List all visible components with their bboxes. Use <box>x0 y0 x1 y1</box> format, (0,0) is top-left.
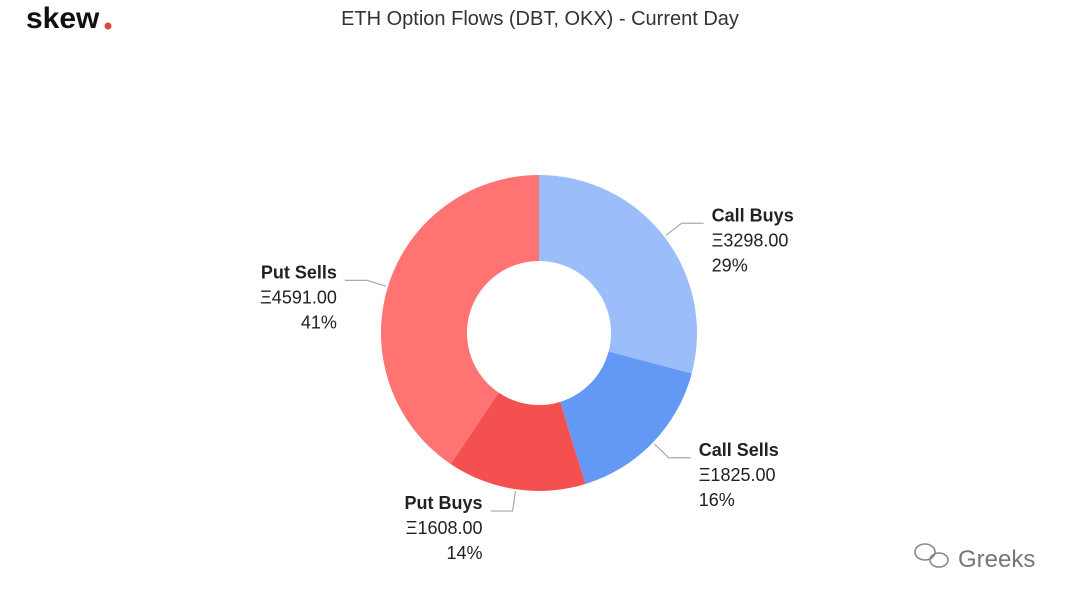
slice <box>560 351 692 485</box>
watermark: Greeks <box>958 546 1035 573</box>
leader-line <box>490 491 517 512</box>
watermark-icon <box>914 543 949 568</box>
value-label: Ξ1825.00 <box>699 465 776 485</box>
slice <box>450 392 586 492</box>
slice <box>539 175 697 374</box>
slice-name: Call Sells <box>699 440 779 460</box>
slice-name: Call Buys <box>712 205 794 225</box>
leader-line <box>665 222 704 236</box>
leader-line <box>653 443 691 459</box>
value-label: Ξ1608.00 <box>406 518 483 538</box>
slice-name: Put Sells <box>261 262 337 282</box>
percent-label: 29% <box>712 255 748 275</box>
value-label: Ξ4591.00 <box>260 287 337 307</box>
value-label: Ξ3298.00 <box>712 230 789 250</box>
slice <box>381 175 539 464</box>
percent-label: 14% <box>446 543 482 563</box>
percent-label: 16% <box>699 490 735 510</box>
logo-dot <box>104 22 112 30</box>
leader-line <box>344 279 387 287</box>
chart-title: ETH Option Flows (DBT, OKX) - Current Da… <box>341 8 739 30</box>
percent-label: 41% <box>301 312 337 332</box>
logo: skew <box>26 2 100 35</box>
slice-name: Put Buys <box>405 493 483 513</box>
